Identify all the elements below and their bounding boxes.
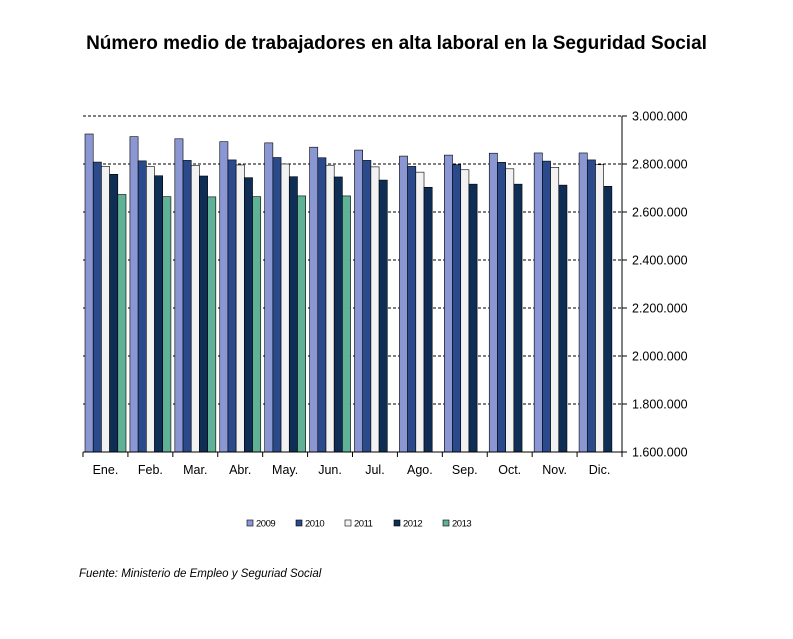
- y-tick-label: 2.200.000: [632, 302, 688, 316]
- legend-label-2013: 2013: [452, 519, 471, 530]
- x-tick-label: Dic.: [589, 463, 611, 477]
- bar-2012-abr: [244, 177, 253, 453]
- bar-2009-nov: [533, 152, 543, 453]
- bar-2012-jul: [378, 179, 388, 453]
- bar-2010-ene: [92, 161, 102, 453]
- bar-2011-nov: [550, 167, 560, 453]
- bar-2010-dic: [586, 159, 596, 453]
- bar-2012-jun: [333, 176, 343, 453]
- bar-2010-nov: [542, 160, 551, 453]
- legend-label-2010: 2010: [305, 519, 324, 530]
- x-tick-label: Sep.: [452, 463, 478, 477]
- bar-2009-feb: [129, 136, 139, 453]
- bar-2013-feb: [162, 196, 172, 453]
- bar-2010-ago: [407, 166, 417, 453]
- bar-2013-ene: [117, 194, 127, 453]
- bar-2009-mar: [174, 138, 184, 453]
- legend-label-2009: 2009: [256, 519, 275, 530]
- y-tick-label: 2.400.000: [632, 254, 688, 268]
- bar-2011-jul: [370, 166, 380, 453]
- y-tick-label: 1.800.000: [632, 398, 688, 412]
- bar-2011-dic: [595, 164, 604, 453]
- bar-2011-may: [280, 163, 290, 453]
- y-tick-label: 2.000.000: [632, 350, 688, 364]
- bar-2009-jul: [354, 149, 363, 453]
- bar-2011-mar: [190, 165, 200, 453]
- bar-2009-may: [264, 142, 274, 453]
- bar-2011-abr: [235, 164, 245, 453]
- bar-2011-oct: [505, 168, 515, 453]
- bar-2013-jun: [342, 195, 351, 453]
- legend: 2009 2010 2011 2012 2013: [246, 519, 472, 530]
- legend-swatch-2010: [295, 519, 303, 527]
- x-tick-label: Jul.: [365, 463, 384, 477]
- bar-2011-ago: [415, 171, 425, 453]
- y-tick-label: 1.600.000: [632, 446, 688, 460]
- bar-2009-ene: [84, 133, 94, 453]
- x-tick-label: Abr.: [229, 463, 251, 477]
- x-tick-label: Ago.: [407, 463, 433, 477]
- y-tick-label: 2.800.000: [632, 158, 688, 172]
- bar-2013-mar: [207, 196, 217, 453]
- chart-title: Número medio de trabajadores en alta lab…: [86, 33, 707, 54]
- legend-swatch-2012: [393, 519, 401, 527]
- bar-2013-abr: [252, 196, 262, 453]
- bar-2012-ene: [109, 174, 119, 453]
- bar-2010-mar: [182, 160, 192, 453]
- y-tick-label: 2.600.000: [632, 206, 688, 220]
- bar-2009-ago: [399, 155, 408, 453]
- bar-2010-abr: [227, 159, 237, 453]
- bar-2012-sep: [468, 183, 478, 453]
- bar-2012-ago: [423, 186, 433, 453]
- legend-swatch-2011: [344, 519, 352, 527]
- x-tick-label: Ene.: [93, 463, 119, 477]
- source-note: Fuente: Ministerio de Empleo y Seguriad …: [79, 568, 322, 580]
- bar-2013-may: [297, 195, 306, 453]
- bar-2010-sep: [452, 164, 462, 453]
- bar-2009-jun: [309, 146, 319, 453]
- bar-2009-dic: [578, 152, 588, 453]
- bar-2011-jun: [325, 164, 335, 453]
- bar-2012-feb: [154, 175, 164, 453]
- bar-2011-sep: [460, 169, 470, 453]
- bar-2010-may: [272, 157, 282, 453]
- bar-2012-nov: [558, 184, 568, 453]
- y-tick-labels: 1.600.000 1.800.000 2.000.000 2.200.000 2.40…: [632, 110, 688, 460]
- x-tick-label: Mar.: [183, 463, 207, 477]
- bar-2010-jun: [317, 157, 327, 453]
- legend-label-2012: 2012: [403, 519, 422, 530]
- bar-2010-oct: [497, 162, 506, 453]
- bar-2009-sep: [444, 154, 453, 453]
- bar-2009-oct: [488, 152, 498, 453]
- x-tick-label: Nov.: [542, 463, 567, 477]
- legend-label-2011: 2011: [354, 519, 373, 530]
- legend-swatch-2009: [246, 519, 254, 527]
- x-tick-label: May.: [272, 463, 298, 477]
- legend-swatch-2013: [442, 519, 450, 527]
- x-tick-label: Feb.: [138, 463, 163, 477]
- bar-2010-feb: [137, 160, 147, 453]
- x-tick-label: Jun.: [318, 463, 342, 477]
- y-tick-label: 3.000.000: [632, 110, 688, 124]
- x-tick-labels: Ene. Feb. Mar. Abr. May. Jun. Jul. Ago. Sep. Oct.…: [93, 463, 611, 477]
- bar-2012-may: [288, 176, 298, 453]
- x-tick-label: Oct.: [498, 463, 521, 477]
- bar-2010-jul: [362, 160, 372, 453]
- bar-2012-mar: [199, 175, 208, 453]
- bar-2011-feb: [146, 166, 155, 453]
- bar-2011-ene: [101, 166, 110, 453]
- axes: [82, 115, 627, 457]
- bar-2009-abr: [219, 141, 229, 453]
- bar-2012-dic: [603, 186, 613, 453]
- bar-2012-oct: [513, 183, 523, 453]
- bar-series: [84, 133, 613, 453]
